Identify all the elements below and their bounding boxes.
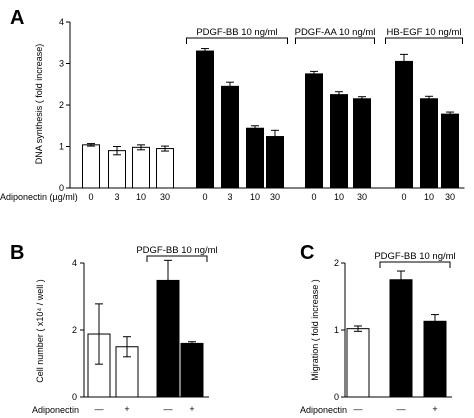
bar	[389, 279, 413, 398]
x-category-label: 30	[160, 192, 170, 202]
group-bracket	[146, 255, 208, 262]
x-category-label: +	[432, 404, 437, 414]
panel-label: C	[300, 242, 314, 264]
bar	[423, 320, 447, 398]
y-tick-label: 1	[334, 325, 339, 335]
x-category-label: —	[164, 404, 173, 414]
x-axis-title: Adiponectin	[300, 405, 347, 415]
y-axis-title: Migration ( fold increase )	[310, 279, 320, 381]
bar	[353, 98, 371, 189]
group-label: HB-EGF 10 ng/ml	[387, 27, 462, 38]
x-category-label: 10	[424, 192, 434, 202]
x-category-label: +	[189, 404, 194, 414]
group-bracket	[379, 261, 451, 268]
bar	[132, 146, 150, 189]
x-category-label: 0	[311, 192, 316, 202]
y-tick-label: 0	[334, 392, 339, 402]
bar	[266, 136, 284, 189]
panel-label: B	[10, 242, 24, 264]
bar	[330, 94, 348, 189]
y-tick-label: 0	[59, 183, 64, 193]
bar	[305, 73, 323, 189]
bar	[156, 148, 174, 189]
x-category-label: 3	[114, 192, 119, 202]
x-category-label: 30	[270, 192, 280, 202]
bar	[346, 328, 370, 398]
y-axis-title: DNA synthesis ( fold increase)	[34, 44, 44, 165]
y-tick-label: 2	[72, 325, 77, 335]
y-tick-label: 2	[334, 258, 339, 268]
x-category-label: 10	[136, 192, 146, 202]
y-tick-label: 4	[59, 17, 64, 27]
bar	[108, 150, 126, 189]
bar	[180, 342, 204, 398]
x-category-label: 30	[445, 192, 455, 202]
bar	[395, 60, 413, 189]
y-tick-label: 4	[72, 258, 77, 268]
bar	[221, 85, 239, 189]
x-category-label: +	[124, 404, 129, 414]
group-bracket	[385, 37, 463, 44]
group-label: PDGF-AA 10 ng/ml	[295, 27, 376, 38]
x-category-label: 0	[202, 192, 207, 202]
bar	[196, 50, 214, 189]
bar	[420, 98, 438, 189]
x-category-label: 0	[88, 192, 93, 202]
group-bracket	[186, 37, 288, 44]
x-category-label: —	[95, 404, 104, 414]
x-category-label: 10	[334, 192, 344, 202]
y-axis-title: Cell number ( x10⁴ / well )	[35, 279, 45, 382]
x-category-label: 0	[401, 192, 406, 202]
bar	[82, 144, 100, 189]
x-category-label: —	[354, 404, 363, 414]
x-axis-title: Adiponectin	[32, 405, 79, 415]
bar	[441, 113, 459, 189]
group-label: PDGF-BB 10 ng/ml	[196, 27, 277, 38]
y-tick-label: 3	[59, 59, 64, 69]
group-label: PDGF-BB 10 ng/ml	[136, 245, 217, 256]
panel-label: A	[10, 7, 24, 29]
y-tick-label: 2	[59, 100, 64, 110]
bar	[246, 127, 264, 189]
x-axis-title: Adiponectin (µg/ml)	[0, 192, 78, 202]
y-tick-label: 0	[72, 392, 77, 402]
x-category-label: —	[397, 404, 406, 414]
x-category-label: 3	[227, 192, 232, 202]
x-category-label: 10	[250, 192, 260, 202]
group-bracket	[295, 37, 375, 44]
x-category-label: 30	[357, 192, 367, 202]
y-tick-label: 1	[59, 142, 64, 152]
group-label: PDGF-BB 10 ng/ml	[374, 251, 455, 262]
